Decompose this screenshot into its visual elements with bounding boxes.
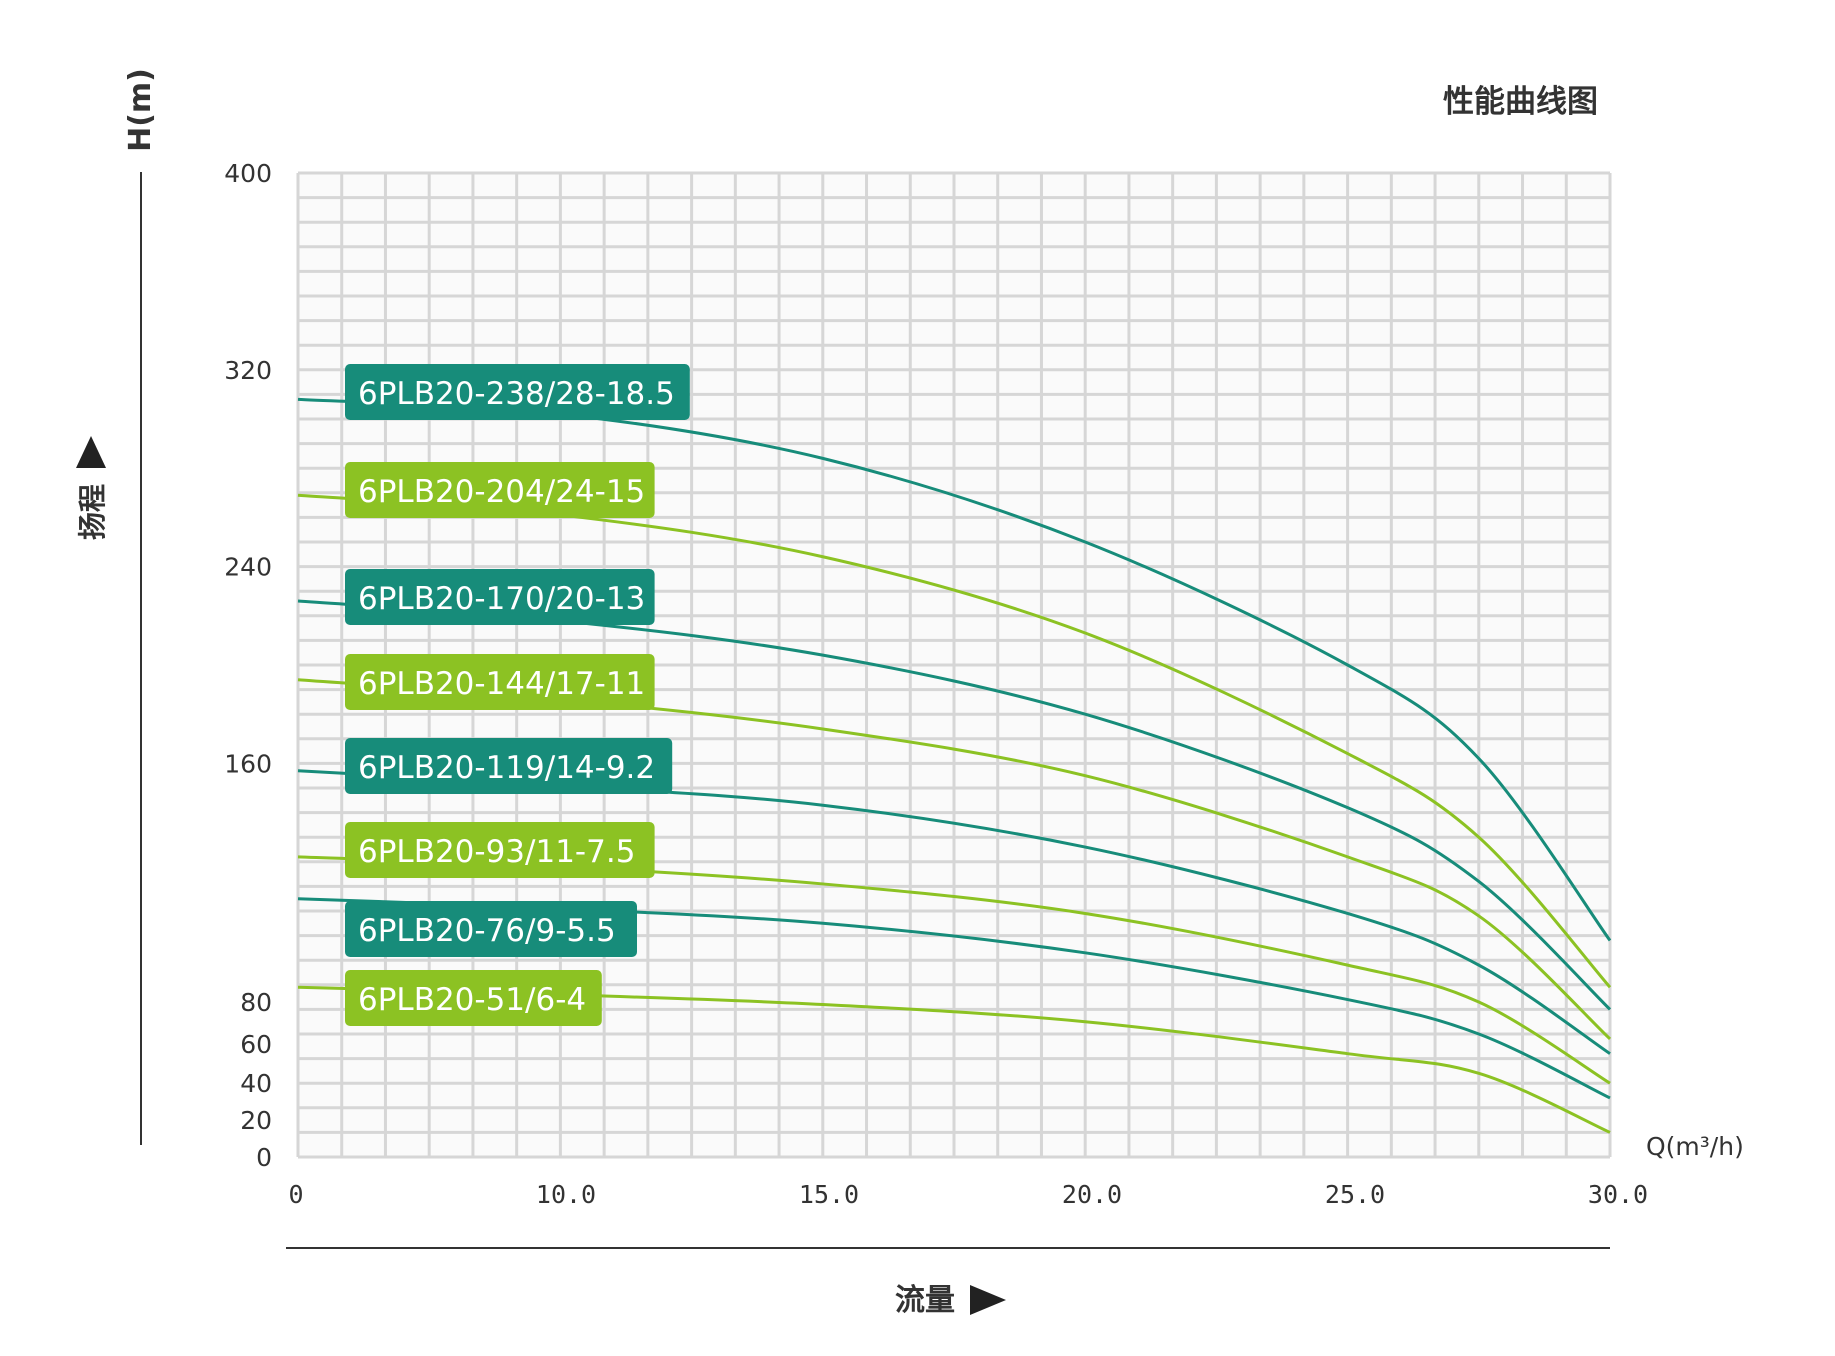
series-label-badge [345, 569, 655, 625]
y-tick-label: 60 [240, 1030, 272, 1059]
series-label-text: 6PLB20-93/11-7.5 [358, 834, 635, 870]
y-tick-label: 20 [240, 1106, 272, 1135]
y-axis-arrow-icon [76, 436, 106, 468]
series-label-text: 6PLB20-144/17-11 [358, 666, 645, 702]
series-label-text: 6PLB20-238/28-18.5 [358, 376, 675, 412]
x-tick-label: 0 [288, 1180, 303, 1209]
series-labels: 6PLB20-238/28-18.5 6PLB20-204/24-15 6PLB20… [345, 364, 690, 1026]
y-tick-label: 320 [224, 356, 272, 385]
x-tick-label: 10.0 [536, 1180, 596, 1209]
y-tick-label: 400 [224, 159, 272, 188]
y-tick-label: 0 [256, 1143, 272, 1172]
x-tick-label: 25.0 [1325, 1180, 1385, 1209]
series-label-text: 6PLB20-119/14-9.2 [358, 750, 655, 786]
x-axis-unit: Q(m³/h) [1646, 1132, 1744, 1161]
series-label-text: 6PLB20-76/9-5.5 [358, 913, 616, 949]
series-label-text: 6PLB20-204/24-15 [358, 474, 645, 510]
chart-title: 性能曲线图 [1443, 84, 1598, 120]
y-tick-label: 40 [240, 1069, 272, 1098]
series-label-badge [345, 364, 690, 420]
series-label-badge [345, 738, 673, 794]
x-tick-label: 30.0 [1588, 1180, 1648, 1209]
series-label-badge [345, 822, 655, 878]
series-label-badge [345, 970, 602, 1026]
x-tick-label: 20.0 [1062, 1180, 1122, 1209]
y-axis-label: 扬程 [76, 484, 109, 540]
series-label-badge [345, 654, 655, 710]
series-label-text: 6PLB20-51/6-4 [358, 982, 586, 1018]
x-axis-label: 流量 [895, 1283, 955, 1318]
series-label-badge [345, 901, 637, 957]
x-tick-labels: 0 10.0 15.0 20.0 25.0 30.0 [288, 1180, 1648, 1209]
y-tick-label: 240 [224, 553, 272, 582]
series-label-badge [345, 462, 655, 518]
x-axis-arrow-icon [970, 1285, 1006, 1315]
x-tick-label: 15.0 [799, 1180, 859, 1209]
y-axis-unit: H(m) [123, 68, 158, 152]
y-tick-label: 160 [224, 749, 272, 778]
series-label-text: 6PLB20-170/20-13 [358, 581, 645, 617]
y-tick-labels: 0 20 40 60 80 160 240 320 400 [224, 159, 272, 1172]
y-tick-label: 80 [240, 988, 272, 1017]
